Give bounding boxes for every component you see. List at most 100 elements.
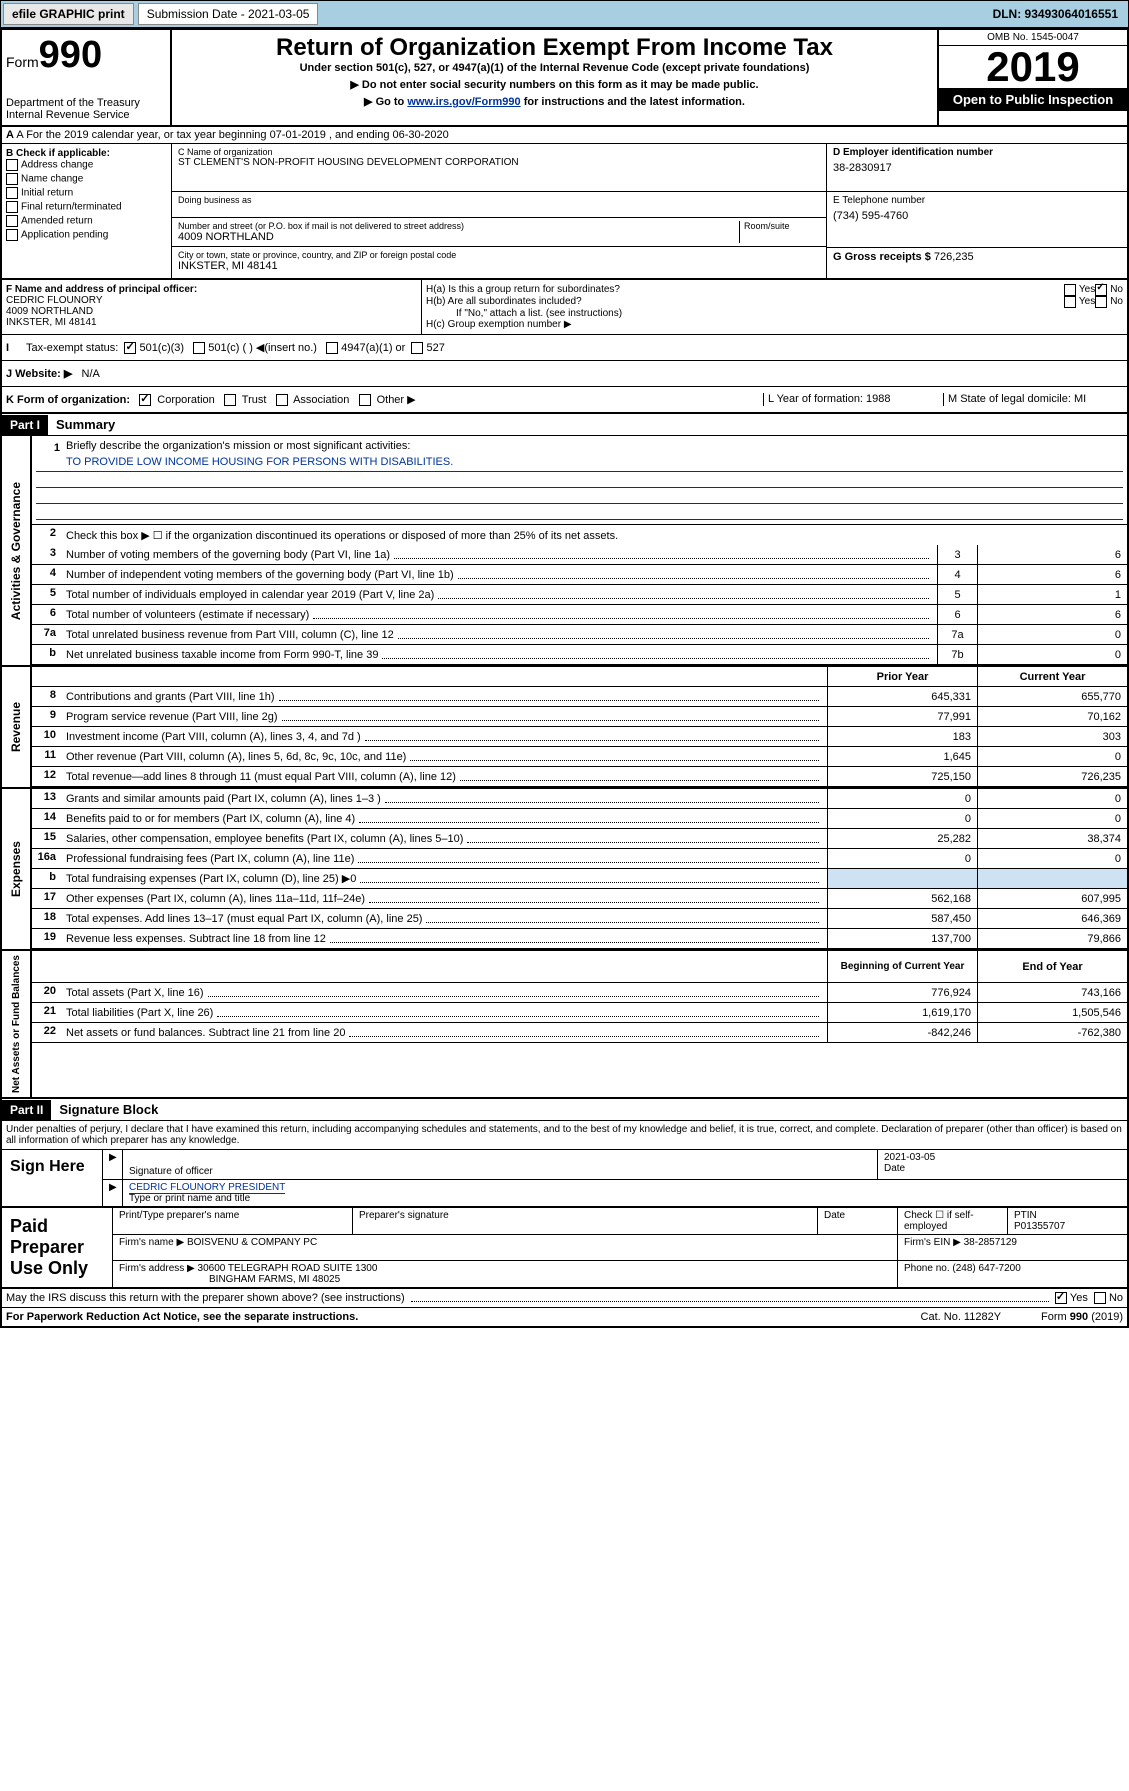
dln: DLN: 93493064016551 — [993, 7, 1126, 21]
check-501c[interactable] — [193, 342, 205, 354]
side-net-assets: Net Assets or Fund Balances — [9, 951, 24, 1097]
check-name-change[interactable] — [6, 173, 18, 185]
city-state-zip: INKSTER, MI 48141 — [178, 260, 820, 272]
sig-officer-label: Signature of officer — [129, 1166, 213, 1177]
officer-city: INKSTER, MI 48141 — [6, 317, 97, 328]
form-footer: Form 990 (2019) — [1041, 1311, 1123, 1323]
mission-text: TO PROVIDE LOW INCOME HOUSING FOR PERSON… — [36, 456, 1123, 472]
check-501c3[interactable] — [124, 342, 136, 354]
room-label: Room/suite — [744, 221, 820, 231]
tax-year: 2019 — [939, 46, 1127, 88]
firm-addr-label: Firm's address ▶ — [119, 1263, 195, 1274]
discuss-yes[interactable] — [1055, 1292, 1067, 1304]
head-end: End of Year — [977, 951, 1127, 982]
form-label: Form — [6, 54, 39, 70]
firm-name-label: Firm's name ▶ — [119, 1237, 184, 1248]
perjury-statement: Under penalties of perjury, I declare th… — [2, 1121, 1127, 1150]
dept-label: Department of the TreasuryInternal Reven… — [6, 97, 166, 121]
hb-yes[interactable] — [1064, 296, 1076, 308]
paid-preparer-label: Paid Preparer Use Only — [2, 1208, 112, 1287]
check-other[interactable] — [359, 394, 371, 406]
gross-receipts-label: G Gross receipts $ — [833, 251, 931, 263]
head-beginning: Beginning of Current Year — [827, 951, 977, 982]
check-association[interactable] — [276, 394, 288, 406]
gross-receipts-value: 726,235 — [934, 251, 974, 263]
firm-name: BOISVENU & COMPANY PC — [187, 1237, 317, 1248]
check-4947[interactable] — [326, 342, 338, 354]
phone-value: (734) 595-4760 — [833, 210, 1121, 222]
part-ii-title: Signature Block — [51, 1099, 166, 1120]
website-label: J Website: ▶ — [6, 368, 72, 380]
dba-label: Doing business as — [178, 195, 820, 205]
ein-label: D Employer identification number — [833, 147, 993, 158]
sig-name-label: Type or print name and title — [129, 1193, 250, 1204]
paperwork-notice: For Paperwork Reduction Act Notice, see … — [6, 1311, 358, 1323]
sig-date-label: Date — [884, 1163, 905, 1174]
top-bar: efile GRAPHIC print Submission Date - 20… — [0, 0, 1129, 28]
phone-label: E Telephone number — [833, 195, 1121, 206]
check-application-pending[interactable] — [6, 229, 18, 241]
prep-sig-label: Preparer's signature — [352, 1208, 817, 1234]
discuss-no[interactable] — [1094, 1292, 1106, 1304]
org-name-label: C Name of organization — [178, 147, 820, 157]
side-governance: Activities & Governance — [7, 478, 25, 624]
city-label: City or town, state or province, country… — [178, 250, 820, 260]
part-i-header: Part I — [2, 415, 48, 435]
officer-label: F Name and address of principal officer: — [6, 284, 197, 295]
check-initial-return[interactable] — [6, 187, 18, 199]
ptin-value: P01355707 — [1014, 1221, 1065, 1232]
ein-value: 38-2830917 — [833, 162, 1121, 174]
head-prior: Prior Year — [827, 667, 977, 686]
org-name: ST CLEMENT'S NON-PROFIT HOUSING DEVELOPM… — [178, 157, 820, 168]
row-a-tax-year: A A For the 2019 calendar year, or tax y… — [2, 127, 1127, 144]
officer-name: CEDRIC FLOUNORY — [6, 295, 103, 306]
prep-date-label: Date — [817, 1208, 897, 1234]
year-formation: L Year of formation: 1988 — [763, 393, 943, 406]
submission-date: Submission Date - 2021-03-05 — [138, 3, 319, 25]
check-corporation[interactable] — [139, 394, 151, 406]
ha-no[interactable] — [1095, 284, 1107, 296]
firm-addr1: 30600 TELEGRAPH ROAD SUITE 1300 — [198, 1263, 378, 1274]
h-b-note: If "No," attach a list. (see instruction… — [426, 308, 1123, 319]
officer-addr: 4009 NORTHLAND — [6, 306, 93, 317]
part-ii-header: Part II — [2, 1100, 51, 1120]
h-b-label: H(b) Are all subordinates included? — [426, 296, 1064, 308]
check-amended-return[interactable] — [6, 215, 18, 227]
prep-name-label: Print/Type preparer's name — [112, 1208, 352, 1234]
tax-exempt-label: Tax-exempt status: — [26, 342, 118, 354]
firm-phone: (248) 647-7200 — [952, 1263, 1020, 1274]
subtitle-2: ▶ Do not enter social security numbers o… — [182, 78, 927, 91]
check-address-change[interactable] — [6, 159, 18, 171]
sig-date: 2021-03-05 — [884, 1152, 935, 1163]
discuss-text: May the IRS discuss this return with the… — [6, 1292, 405, 1304]
form-title: Return of Organization Exempt From Incom… — [182, 34, 927, 62]
ptin-label: PTIN — [1014, 1210, 1037, 1221]
side-expenses: Expenses — [7, 837, 25, 901]
check-trust[interactable] — [224, 394, 236, 406]
head-current: Current Year — [977, 667, 1127, 686]
prep-self-employed: Check ☐ if self-employed — [897, 1208, 1007, 1234]
check-final-return[interactable] — [6, 201, 18, 213]
side-revenue: Revenue — [7, 698, 25, 756]
addr-label: Number and street (or P.O. box if mail i… — [178, 221, 739, 231]
sign-here-label: Sign Here — [2, 1150, 102, 1206]
part-i-title: Summary — [48, 414, 123, 435]
state-domicile: M State of legal domicile: MI — [943, 393, 1123, 406]
open-public-badge: Open to Public Inspection — [939, 88, 1127, 111]
h-a-label: H(a) Is this a group return for subordin… — [426, 284, 1064, 296]
firm-phone-label: Phone no. — [904, 1263, 950, 1274]
cat-no: Cat. No. 11282Y — [921, 1311, 1002, 1323]
efile-btn[interactable]: efile GRAPHIC print — [3, 3, 134, 25]
firm-ein: 38-2857129 — [964, 1237, 1017, 1248]
hb-no[interactable] — [1095, 296, 1107, 308]
website-value: N/A — [82, 368, 100, 380]
mission-label: Briefly describe the organization's miss… — [66, 440, 410, 456]
form-header: Form990 Department of the TreasuryIntern… — [2, 30, 1127, 127]
check-527[interactable] — [411, 342, 423, 354]
ha-yes[interactable] — [1064, 284, 1076, 296]
subtitle-3: ▶ Go to www.irs.gov/Form990 for instruct… — [182, 95, 927, 108]
firm-ein-label: Firm's EIN ▶ — [904, 1237, 961, 1248]
firm-addr2: BINGHAM FARMS, MI 48025 — [119, 1274, 340, 1285]
irs-link[interactable]: www.irs.gov/Form990 — [407, 96, 520, 108]
box-b-check: B Check if applicable: Address change Na… — [2, 144, 172, 278]
